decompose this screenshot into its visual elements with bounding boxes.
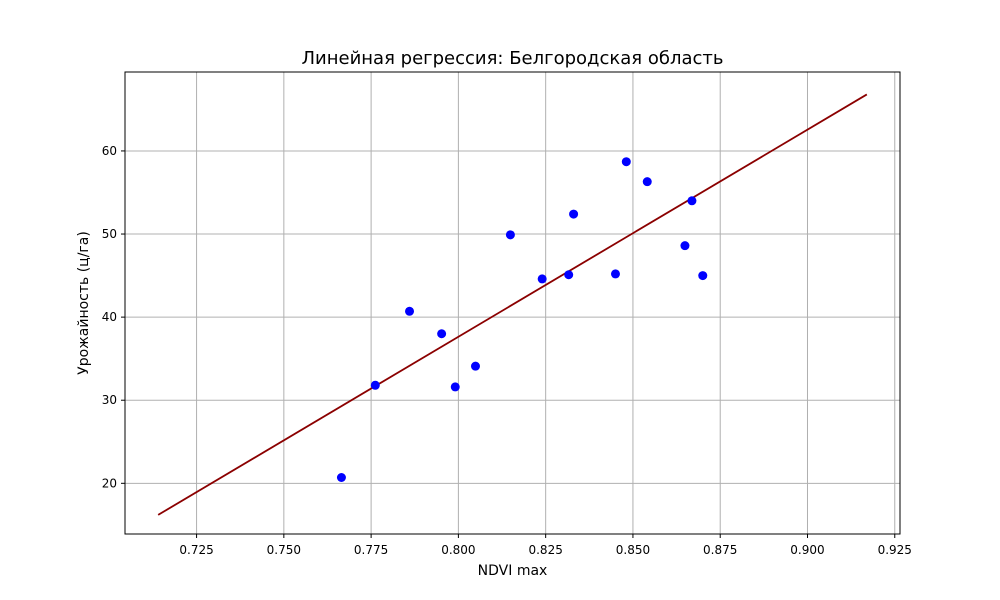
data-point — [437, 329, 447, 339]
data-point — [687, 196, 697, 206]
x-tick-label: 0.725 — [179, 543, 213, 557]
data-point — [336, 472, 346, 482]
x-tick-label: 0.825 — [528, 543, 562, 557]
x-tick-label: 0.750 — [267, 543, 301, 557]
x-tick-label: 0.875 — [703, 543, 737, 557]
x-tick-label: 0.900 — [790, 543, 824, 557]
regression-line — [157, 93, 868, 516]
y-tick-label: 20 — [102, 476, 117, 490]
data-point — [450, 382, 460, 392]
data-point — [405, 306, 415, 316]
data-point — [698, 271, 708, 281]
x-tick-label: 0.800 — [441, 543, 475, 557]
data-point — [564, 270, 574, 280]
data-point — [621, 157, 631, 167]
y-tick-label: 30 — [102, 393, 117, 407]
x-tick-label: 0.775 — [354, 543, 388, 557]
data-point — [470, 361, 480, 371]
y-tick-label: 40 — [102, 310, 117, 324]
data-point — [569, 209, 579, 219]
x-tick-label: 0.850 — [616, 543, 650, 557]
axis-ticks: 0.725 0.750 0.775 0.800 0.825 0.850 0.875 0.900… — [102, 144, 912, 557]
y-tick-label: 50 — [102, 227, 117, 241]
data-point — [680, 241, 690, 251]
y-tick-label: 60 — [102, 144, 117, 158]
plot-series — [157, 93, 868, 516]
data-point — [642, 177, 652, 187]
data-point — [505, 230, 515, 240]
data-point — [370, 380, 380, 390]
x-tick-label: 0.925 — [878, 543, 912, 557]
data-point — [610, 269, 620, 279]
x-axis-label: NDVI max — [478, 563, 548, 579]
plot-frame — [124, 71, 901, 535]
data-point — [537, 274, 547, 284]
chart-title: Линейная регрессия: Белгородская область — [302, 48, 724, 69]
y-axis-label: Урожайность (ц/га) — [76, 231, 92, 375]
